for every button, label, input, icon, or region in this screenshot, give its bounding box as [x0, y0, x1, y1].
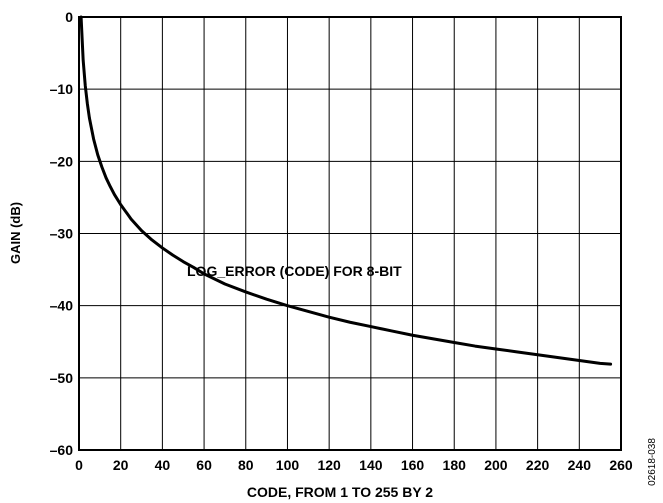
x-tick-label: 60	[196, 457, 212, 473]
y-tick-label: –40	[50, 298, 74, 314]
figure-id-label: 02618-038	[647, 438, 658, 486]
y-tick-label: –50	[50, 370, 74, 386]
y-axis-label: GAIN (dB)	[8, 202, 23, 264]
x-tick-label: 40	[155, 457, 171, 473]
x-tick-label: 140	[359, 457, 383, 473]
y-tick-label: –60	[50, 442, 74, 458]
x-tick-label: 160	[401, 457, 425, 473]
x-tick-label: 220	[526, 457, 550, 473]
y-tick-label: 0	[65, 9, 73, 25]
x-axis-label: CODE, FROM 1 TO 255 BY 2	[247, 484, 433, 500]
annotation-log-error: LOG_ERROR (CODE) FOR 8-BIT	[187, 263, 402, 279]
x-tick-label: 80	[238, 457, 254, 473]
y-tick-label: –10	[50, 81, 74, 97]
grid	[78, 16, 622, 451]
y-tick-labels: 0 –10 –20 –30 –40 –50 –60	[50, 9, 74, 458]
x-tick-label: 120	[317, 457, 341, 473]
x-tick-label: 200	[484, 457, 508, 473]
x-tick-label: 100	[276, 457, 300, 473]
plot-frame	[78, 16, 622, 451]
series-line-log-error	[79, 15, 613, 366]
x-tick-label: 240	[568, 457, 592, 473]
x-tick-label: 180	[443, 457, 467, 473]
x-tick-label: 260	[609, 457, 633, 473]
x-tick-label: 0	[75, 457, 83, 473]
y-tick-label: –20	[50, 153, 74, 169]
x-tick-label: 20	[113, 457, 129, 473]
x-tick-labels: 0 20 40 60 80 100 120 140 160 180 200 220 240 260	[75, 457, 633, 473]
y-tick-label: –30	[50, 226, 74, 242]
